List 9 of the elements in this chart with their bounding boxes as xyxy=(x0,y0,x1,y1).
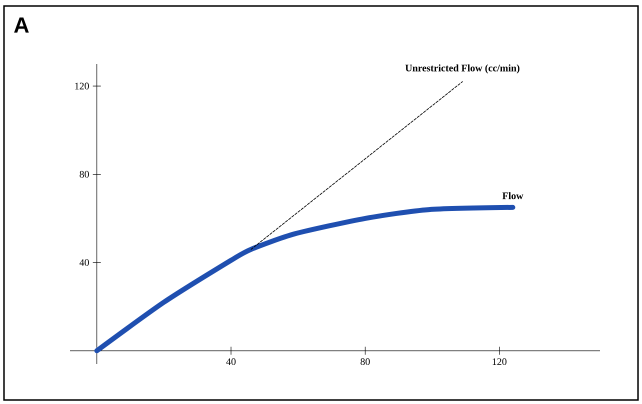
x-tick-label: 120 xyxy=(492,358,506,366)
y-tick-label: 120 xyxy=(75,82,89,90)
series-label: Flow xyxy=(502,192,524,200)
y-tick-label: 40 xyxy=(79,259,89,266)
x-tick-label: 40 xyxy=(226,358,236,366)
series-label: Unrestricted Flow (cc/min) xyxy=(405,64,520,74)
y-tick-label: 80 xyxy=(80,170,89,178)
chart-title: A xyxy=(14,18,29,33)
x-tick-label: 80 xyxy=(360,358,370,366)
